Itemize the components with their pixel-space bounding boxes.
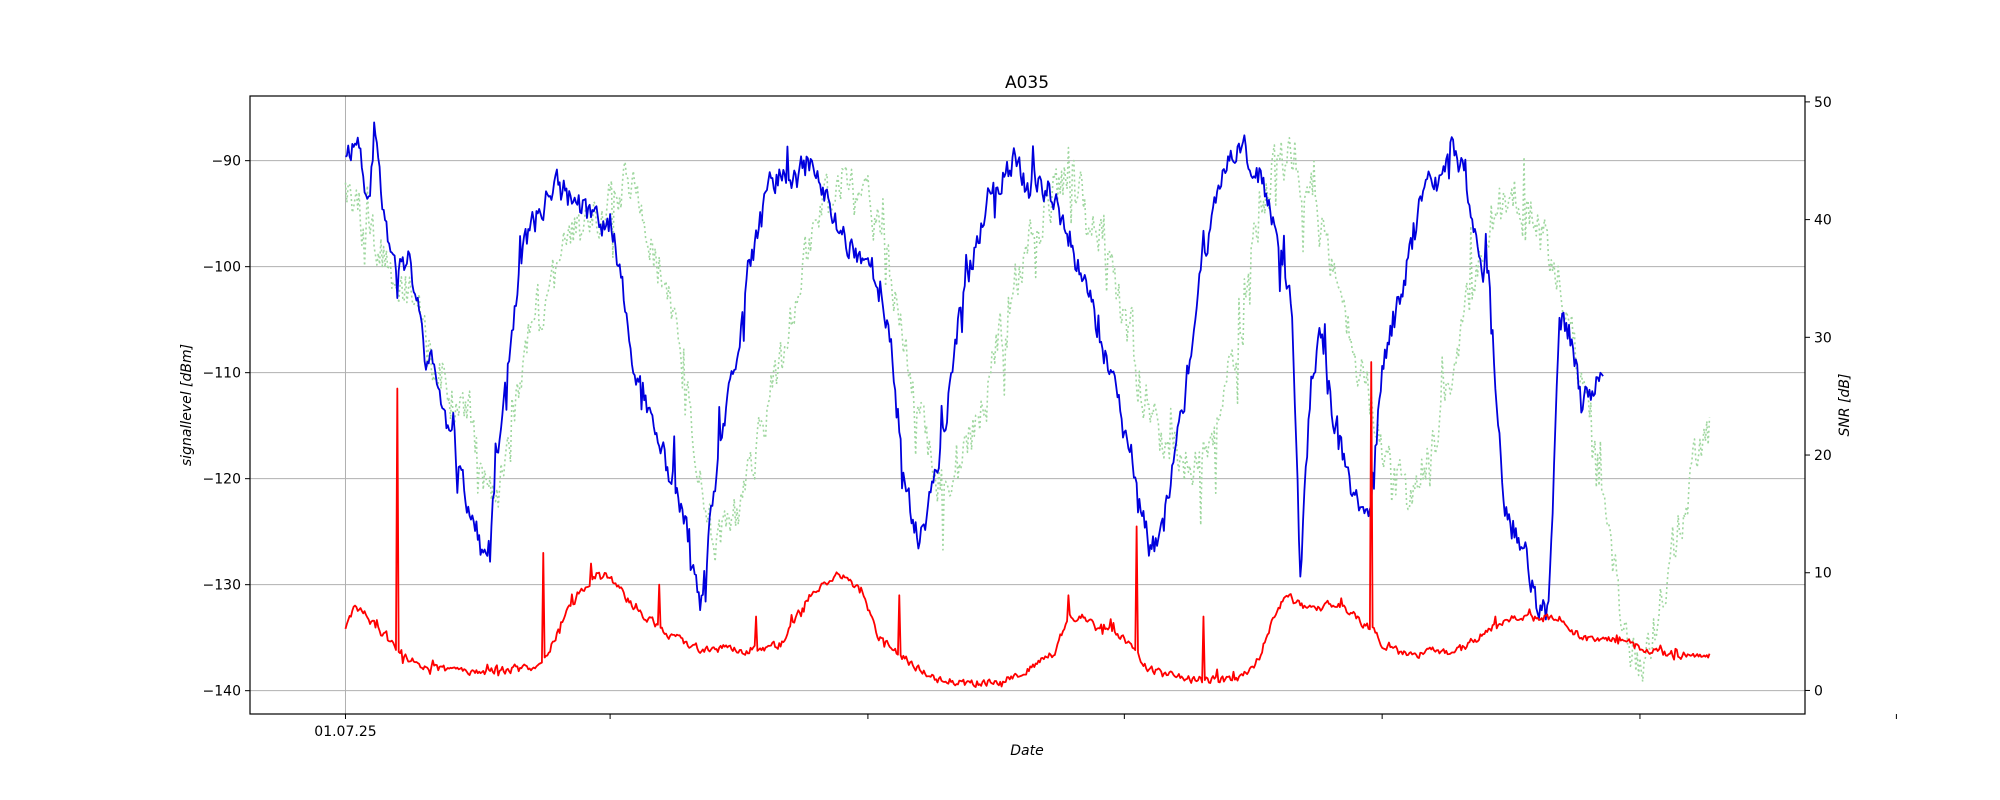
y-tick-label: −90 xyxy=(211,154,241,170)
y2-axis-title: SNR [dB] xyxy=(1837,374,1853,437)
y-tick-label: −120 xyxy=(203,472,241,488)
grid-layer xyxy=(250,96,1805,714)
series-line-signallevel xyxy=(344,121,1604,621)
y2-tick-label: 10 xyxy=(1814,566,1832,582)
x-axis: 01.07.25 xyxy=(314,714,1897,740)
x-axis-title: Date xyxy=(1010,743,1043,759)
y-tick-label: −110 xyxy=(203,366,241,382)
series-layer xyxy=(344,121,1711,688)
y-axis-title: signallevel [dBm] xyxy=(179,344,195,466)
y-tick-label: −100 xyxy=(203,260,241,276)
y2-tick-label: 50 xyxy=(1814,95,1832,111)
x-tick-label: 01.07.25 xyxy=(314,724,376,740)
left-axis: −140 −130 −120 −110 −100 −90 xyxy=(203,154,250,700)
y2-tick-label: 30 xyxy=(1814,330,1832,346)
y2-tick-label: 40 xyxy=(1814,213,1832,229)
y2-tick-label: 0 xyxy=(1814,683,1823,699)
y2-tick-label: 20 xyxy=(1814,448,1832,464)
plot-frame xyxy=(249,95,1806,715)
y-tick-label: −130 xyxy=(203,578,241,594)
series-line-noise xyxy=(344,361,1711,688)
y-tick-label: −140 xyxy=(203,684,241,700)
right-axis: 0 10 20 30 40 50 xyxy=(1805,95,1832,699)
chart-title: A035 xyxy=(1005,73,1049,93)
